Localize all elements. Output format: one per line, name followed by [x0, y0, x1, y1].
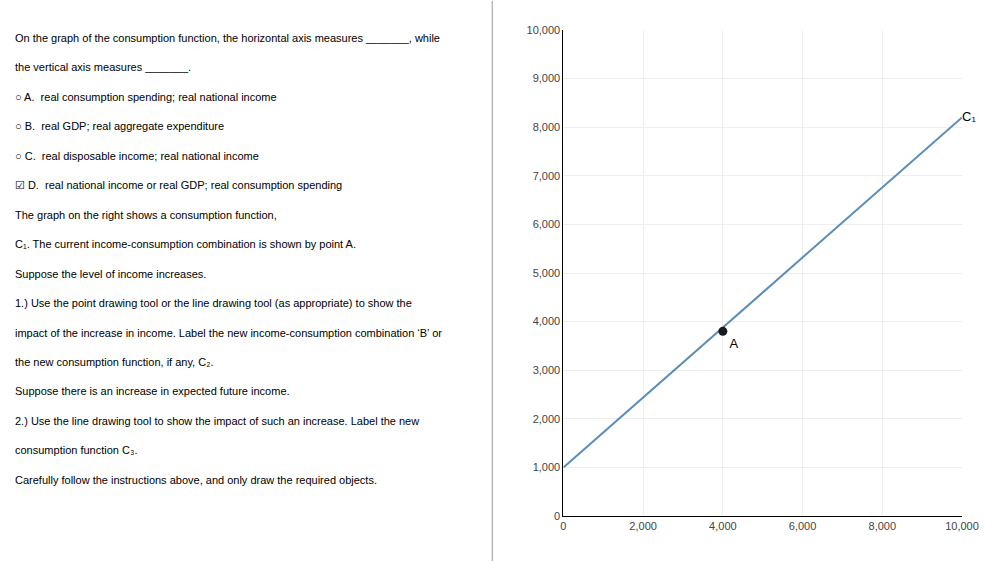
- svg-text:8,000: 8,000: [869, 520, 897, 532]
- svg-text:○ B. real GDP; real aggregate: ○ B. real GDP; real aggregate expenditur…: [15, 120, 224, 132]
- svg-text:1.) Use the point drawing tool: 1.) Use the point drawing tool or the li…: [15, 297, 412, 309]
- svg-text:6,000: 6,000: [789, 520, 817, 532]
- svg-text:2,000: 2,000: [533, 413, 561, 425]
- svg-text:Suppose there is an increase i: Suppose there is an increase in expected…: [15, 385, 290, 397]
- svg-text:0: 0: [560, 520, 566, 532]
- svg-text:impact of the increase in inco: impact of the increase in income. Label …: [15, 327, 442, 339]
- svg-text:0: 0: [554, 510, 560, 522]
- svg-text:4,000: 4,000: [533, 315, 561, 327]
- svg-text:☑ D. real national income or: ☑ D. real national income or real GDP; r…: [15, 179, 342, 191]
- svg-text:Suppose the level of income in: Suppose the level of income increases.: [15, 268, 206, 280]
- svg-text:2.) Use the line drawing tool: 2.) Use the line drawing tool to show th…: [15, 415, 419, 427]
- svg-text:5,000: 5,000: [533, 267, 561, 279]
- svg-text:Carefully follow the instructi: Carefully follow the instructions above,…: [15, 474, 377, 486]
- svg-text:the vertical axis measures ___: the vertical axis measures _______.: [15, 61, 191, 73]
- svg-text:6,000: 6,000: [533, 218, 561, 230]
- svg-text:2,000: 2,000: [629, 520, 657, 532]
- svg-text:○ C. real disposable income;: ○ C. real disposable income; real nation…: [15, 150, 259, 162]
- svg-text:C₁: C₁: [962, 109, 976, 124]
- svg-text:A: A: [729, 336, 738, 351]
- svg-text:The graph on the right shows a: The graph on the right shows a consumpti…: [15, 209, 277, 221]
- svg-text:○ A. real consumption spendin: ○ A. real consumption spending; real nat…: [15, 91, 277, 103]
- svg-text:7,000: 7,000: [533, 170, 561, 182]
- svg-text:consumption function C₃.: consumption function C₃.: [15, 444, 138, 456]
- svg-text:10,000: 10,000: [527, 24, 561, 36]
- svg-text:8,000: 8,000: [533, 121, 561, 133]
- svg-text:the new consumption function,: the new consumption function, if any, C₂…: [15, 356, 214, 368]
- svg-text:4,000: 4,000: [709, 520, 737, 532]
- svg-text:10,000: 10,000: [945, 520, 979, 532]
- svg-text:1,000: 1,000: [533, 461, 561, 473]
- svg-text:9,000: 9,000: [533, 72, 561, 84]
- svg-text:C₁. The current income-consump: C₁. The current income-consumption combi…: [15, 238, 356, 250]
- svg-text:3,000: 3,000: [533, 364, 561, 376]
- svg-text:On the graph of the consumptio: On the graph of the consumption function…: [15, 32, 440, 44]
